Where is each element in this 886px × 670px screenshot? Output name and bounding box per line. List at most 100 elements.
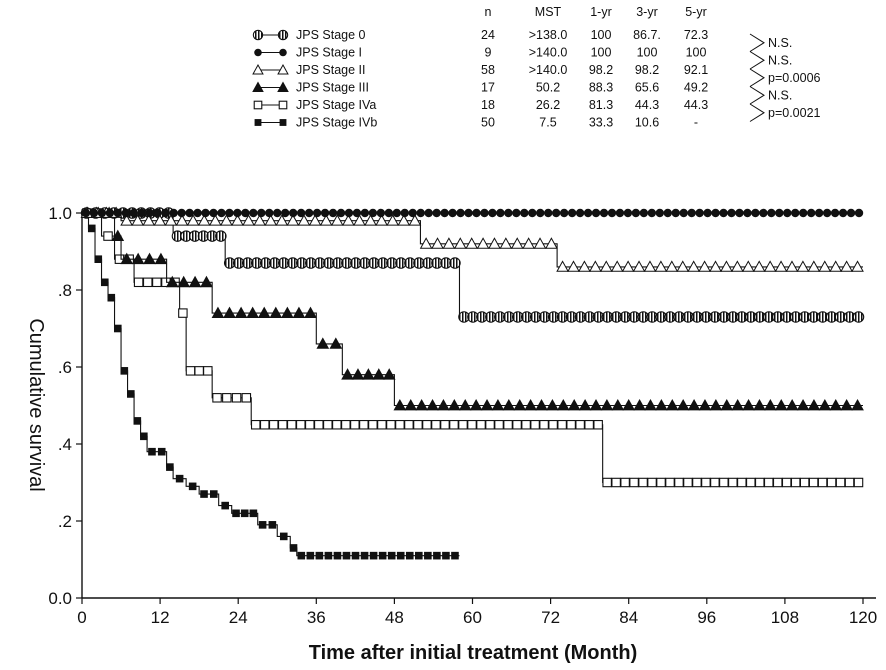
series-point (817, 477, 828, 488)
series-point (480, 398, 494, 411)
series-point (556, 260, 569, 272)
series-point (687, 208, 696, 218)
legend-row: JPS Stage III 17 50.2 88.3 65.6 49.2 (252, 81, 708, 95)
series-point (485, 419, 495, 430)
y-tick-label: .4 (58, 435, 72, 454)
series-point (494, 419, 504, 430)
series-point (456, 208, 465, 218)
series-point (319, 214, 333, 226)
series-point (129, 208, 139, 218)
series-point (153, 214, 167, 226)
series-point (222, 393, 232, 403)
series-point (851, 398, 864, 411)
legend-cell: 100 (686, 46, 707, 60)
series-point (692, 477, 702, 488)
series-point (362, 368, 375, 380)
series-point (611, 477, 621, 488)
series-point (491, 398, 505, 411)
series-point (643, 260, 657, 272)
legend-cell: 33.3 (589, 116, 613, 130)
series-point (472, 208, 481, 218)
series-point (742, 398, 755, 411)
legend-header-3-yr: 3-yr (636, 5, 658, 19)
series-point (221, 501, 229, 510)
series-point (711, 208, 720, 218)
series-point (424, 208, 433, 218)
series-point (513, 398, 527, 411)
survival-curves (80, 206, 865, 560)
legend-cell: >140.0 (529, 63, 568, 77)
comparison-label: N.S. (768, 53, 792, 67)
series-point (165, 275, 179, 288)
series-point (152, 277, 162, 288)
series-point (719, 208, 728, 218)
series-point (655, 398, 668, 411)
series-point (352, 208, 362, 218)
series-point (387, 551, 396, 560)
series-point (154, 252, 168, 265)
series-point (175, 474, 184, 483)
series-point (107, 293, 116, 302)
legend-cell: 65.6 (635, 81, 659, 95)
legend-cell: 49.2 (684, 81, 708, 95)
series-point (676, 260, 690, 272)
legend-header-n: n (485, 5, 492, 19)
series-point (250, 419, 261, 430)
series-point (599, 260, 613, 272)
series-point (838, 208, 848, 218)
legend-cell: 44.3 (635, 98, 659, 112)
series-jps-stage-i (81, 208, 864, 218)
series-point (578, 398, 592, 411)
legend-marker (252, 29, 264, 41)
series-point (440, 419, 450, 430)
series-point (545, 237, 558, 249)
series-point (476, 419, 486, 430)
series-point (783, 208, 792, 218)
x-tick-label: 120 (849, 608, 877, 627)
series-point (790, 477, 801, 488)
series-point (539, 419, 549, 430)
legend-cell: 24 (481, 28, 495, 42)
x-tick-label: 96 (697, 608, 716, 627)
legend-label: JPS Stage IVa (296, 98, 376, 112)
series-point (647, 208, 657, 218)
series-point (502, 398, 516, 411)
series-point (835, 477, 846, 488)
series-point (397, 214, 411, 226)
comparison-label: p=0.0021 (768, 106, 821, 120)
series-point (610, 260, 624, 272)
series-point (386, 419, 396, 430)
x-tick-label: 60 (463, 608, 482, 627)
legend-marker (252, 81, 264, 92)
series-point (375, 214, 388, 226)
series-point (287, 419, 297, 430)
series-point (404, 398, 418, 411)
series-point (431, 237, 444, 249)
legend-label: JPS Stage I (296, 46, 362, 60)
series-point (746, 477, 756, 488)
series-point (437, 398, 450, 411)
series-point (499, 237, 513, 249)
legend-label: JPS Stage II (296, 63, 365, 77)
series-point (731, 260, 744, 272)
series-point (393, 398, 407, 411)
series-point (392, 208, 401, 218)
series-point (698, 260, 711, 272)
series-point (701, 477, 711, 488)
series-point (629, 477, 639, 488)
series-point (396, 551, 405, 560)
series-point (120, 252, 134, 265)
series-point (796, 260, 810, 272)
series-point (175, 214, 189, 226)
series-point (607, 208, 617, 218)
series-point (464, 208, 473, 218)
x-tick-label: 0 (77, 608, 86, 627)
series-point (772, 477, 783, 488)
series-point (512, 208, 521, 218)
series-point (575, 419, 585, 430)
series-point (194, 366, 204, 376)
series-point (665, 477, 675, 488)
series-point (296, 419, 306, 430)
legend-cell: 100 (591, 46, 612, 60)
x-tick-label: 72 (541, 608, 560, 627)
